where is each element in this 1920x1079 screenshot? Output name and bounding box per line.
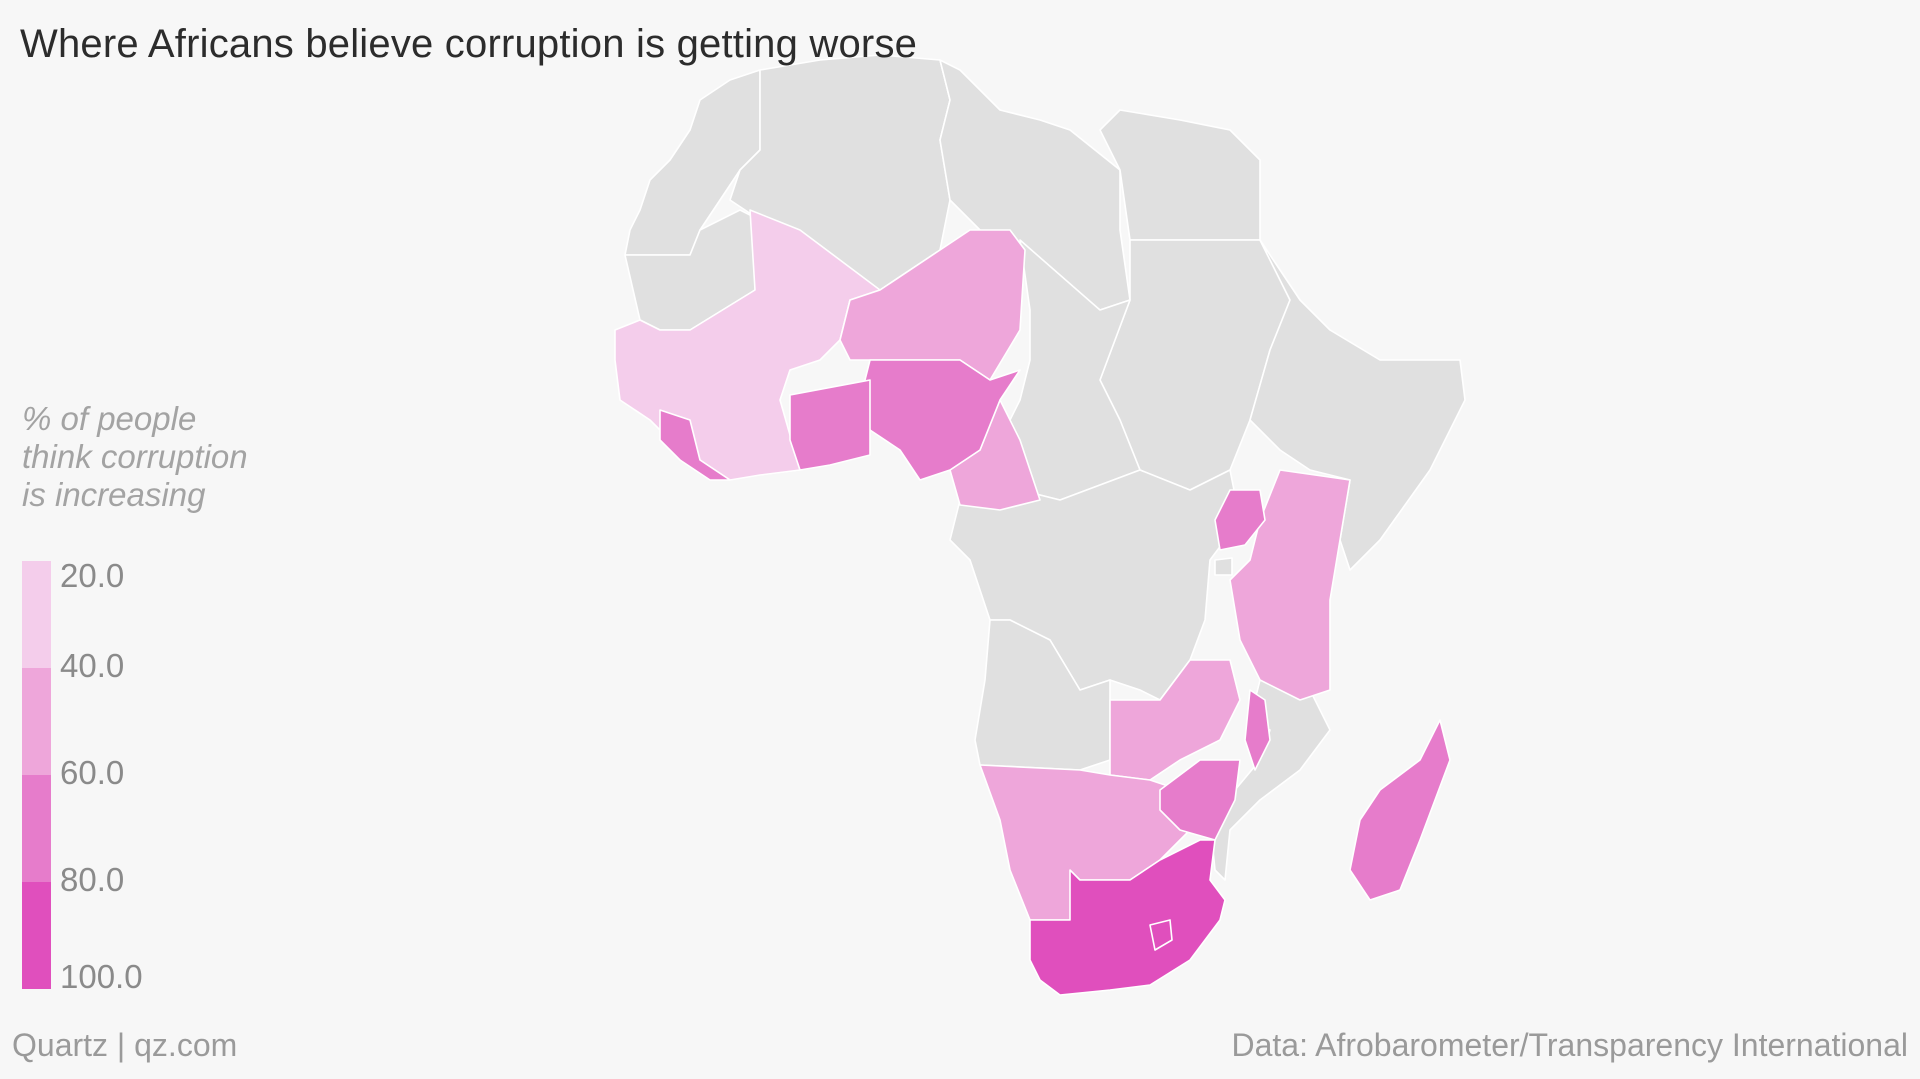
- region-madagascar: [1349, 719, 1451, 901]
- region-ghana-togo-benin: [789, 379, 871, 471]
- legend-title-line: think corruption: [22, 438, 248, 475]
- legend-title-line: % of people: [22, 400, 197, 437]
- region-south-africa: [1029, 839, 1226, 996]
- footer-source: Data: Afrobarometer/Transparency Interna…: [1231, 1027, 1909, 1063]
- legend-tick: 80.0: [60, 861, 125, 898]
- legend-tick: 100.0: [60, 958, 143, 995]
- legend-swatch: [22, 561, 51, 668]
- legend-tick: 60.0: [60, 754, 125, 791]
- legend-color-scale: [22, 561, 51, 989]
- chart-title: Where Africans believe corruption is get…: [20, 22, 918, 66]
- region-lesotho: [1149, 919, 1173, 951]
- region-rwanda: [1214, 557, 1233, 576]
- legend-title: % of people think corruption is increasi…: [22, 400, 322, 514]
- region-uganda: [1214, 489, 1266, 551]
- legend-swatch: [22, 775, 51, 882]
- region-sierraleone-liberia: [659, 409, 731, 481]
- legend-tick: 20.0: [60, 557, 125, 594]
- legend-swatch: [22, 882, 51, 989]
- legend-swatch: [22, 668, 51, 775]
- legend-title-line: is increasing: [22, 476, 206, 513]
- region-malawi: [1244, 689, 1271, 771]
- region-zimbabwe: [1159, 759, 1241, 841]
- region-ethiopia-eritrea-somalia: [1249, 239, 1466, 571]
- region-egypt: [1099, 109, 1261, 241]
- legend-tick: 40.0: [60, 647, 125, 684]
- footer-credit: Quartz | qz.com: [12, 1027, 238, 1063]
